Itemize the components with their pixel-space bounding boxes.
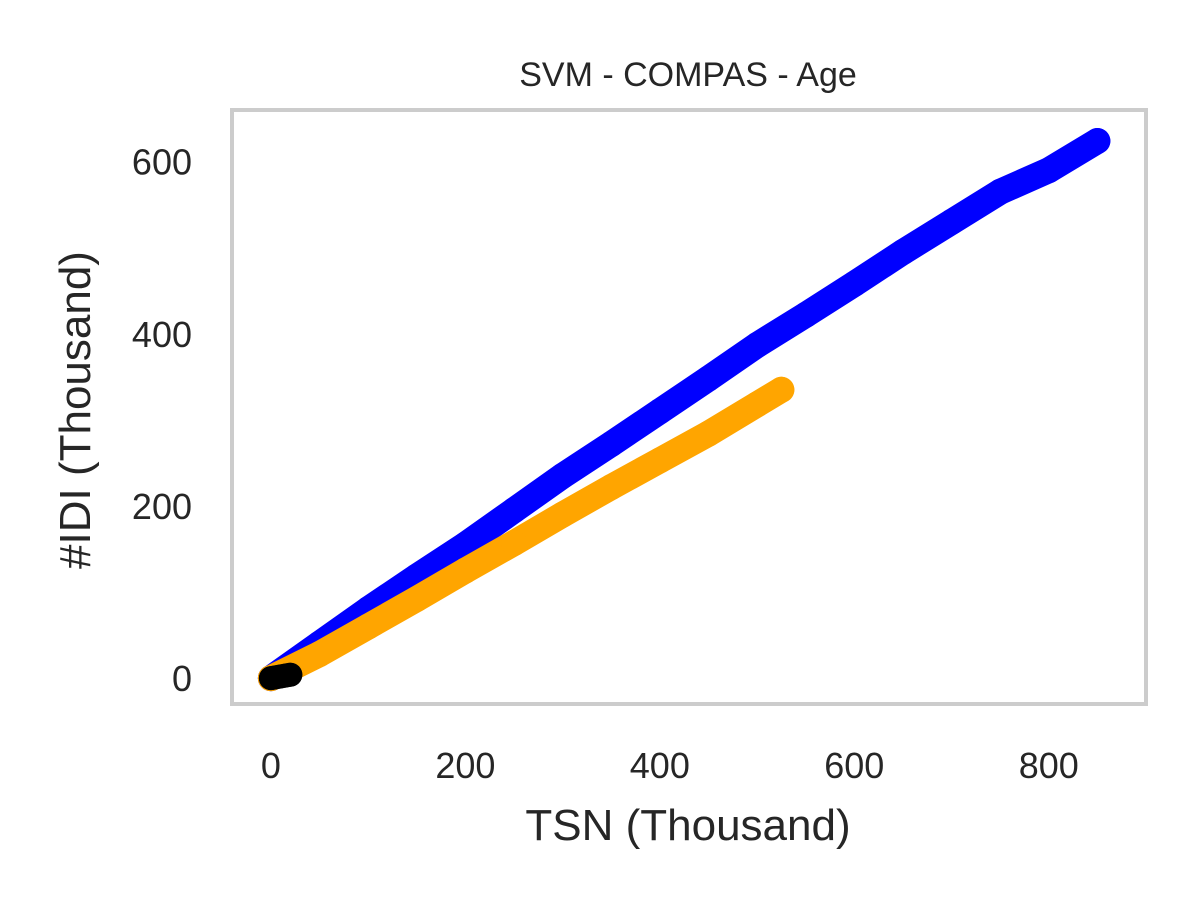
y-tick-label: 200 bbox=[132, 486, 192, 527]
series-layer bbox=[257, 127, 1111, 692]
series-1-point bbox=[744, 391, 771, 418]
series-0-point bbox=[695, 365, 722, 392]
series-1 bbox=[257, 376, 795, 692]
series-2-point bbox=[278, 662, 303, 687]
y-tick-label: 0 bbox=[172, 658, 192, 699]
chart-title: SVM - COMPAS - Age bbox=[519, 56, 857, 94]
series-0-point bbox=[646, 398, 673, 425]
series-0-point bbox=[1084, 127, 1111, 154]
series-1-point bbox=[500, 530, 527, 557]
x-axis-label: TSN (Thousand) bbox=[525, 801, 850, 850]
series-0-point bbox=[500, 497, 527, 524]
series-1-point bbox=[355, 613, 382, 640]
x-axis-ticks: 0 200 400 600 800 bbox=[261, 745, 1079, 786]
plot-area bbox=[230, 108, 1148, 706]
series-0-point bbox=[452, 531, 479, 558]
series-0-point bbox=[792, 301, 819, 328]
series-0-point bbox=[549, 462, 576, 489]
series-1-point bbox=[598, 474, 625, 501]
series-0-point bbox=[938, 208, 965, 235]
x-tick-label: 600 bbox=[824, 745, 884, 786]
y-axis-label: #IDI (Thousand) bbox=[51, 251, 100, 569]
x-tick-label: 400 bbox=[630, 745, 690, 786]
x-tick-label: 800 bbox=[1019, 745, 1079, 786]
series-0-point bbox=[598, 431, 625, 458]
series-0-point bbox=[744, 332, 771, 359]
series-1-point bbox=[403, 585, 430, 612]
series-1-point bbox=[695, 420, 722, 447]
x-tick-label: 200 bbox=[435, 745, 495, 786]
x-tick-label: 0 bbox=[261, 745, 281, 786]
series-1-point bbox=[549, 501, 576, 528]
series-0-point bbox=[841, 270, 868, 297]
series-1-point bbox=[452, 557, 479, 584]
series-1-point bbox=[646, 447, 673, 474]
series-1-point bbox=[768, 376, 795, 403]
series-0-point bbox=[889, 239, 916, 266]
y-tick-label: 400 bbox=[132, 314, 192, 355]
series-2 bbox=[258, 662, 303, 691]
series-1-point bbox=[306, 641, 333, 668]
series-0-point bbox=[1035, 157, 1062, 184]
series-0-point bbox=[987, 178, 1014, 205]
y-axis-ticks: 0 200 400 600 bbox=[132, 142, 192, 700]
y-tick-label: 600 bbox=[132, 142, 192, 183]
